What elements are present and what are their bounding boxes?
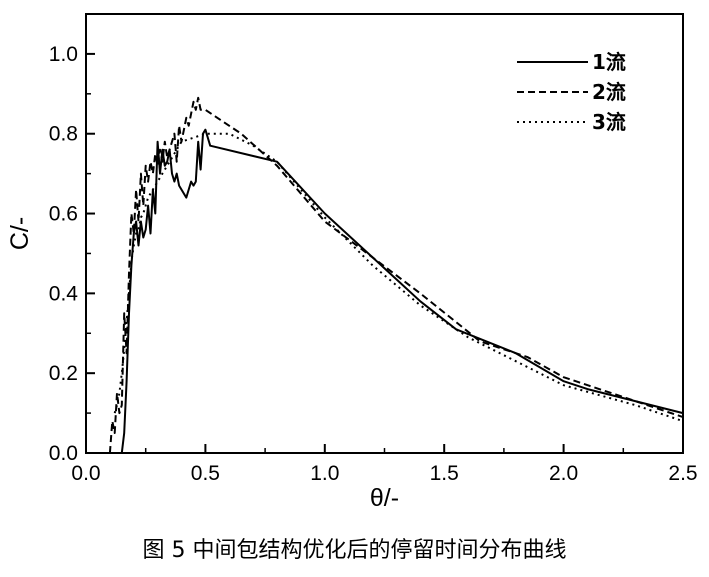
y-tick-label: 0.0 — [49, 442, 78, 465]
x-axis-title: θ/- — [370, 484, 399, 512]
y-tick-label: 0.4 — [49, 282, 79, 305]
series-line-3 — [113, 132, 684, 423]
x-tick-label: 0.5 — [191, 462, 220, 485]
residence-time-chart: 0.0 0.5 1.0 1.5 2.0 2.5 0.0 0.2 0.4 0.6 0.8 1.0 θ/-… — [6, 13, 698, 512]
series-line-1 — [120, 128, 684, 454]
y-tick-label: 0.8 — [49, 123, 78, 146]
plot-lines — [108, 96, 684, 454]
legend-label-2: 2流 — [592, 80, 626, 104]
figure-caption: 图 5 中间包结构优化后的停留时间分布曲线 — [142, 538, 567, 563]
axis-ticks — [85, 52, 684, 454]
x-tick-label: 1.5 — [430, 462, 459, 485]
x-tick-label: 2.5 — [668, 462, 697, 485]
y-tick-label: 1.0 — [49, 43, 78, 66]
series-line-2 — [108, 96, 684, 454]
y-tick-label: 0.6 — [49, 203, 78, 226]
y-tick-label: 0.2 — [49, 362, 78, 385]
x-tick-label: 1.0 — [310, 462, 339, 485]
legend-label-1: 1流 — [592, 50, 626, 74]
tick-labels: 0.0 0.5 1.0 1.5 2.0 2.5 0.0 0.2 0.4 0.6 0.8 1.0 — [49, 43, 698, 485]
legend: 1流 2流 3流 — [517, 50, 626, 134]
legend-label-3: 3流 — [592, 110, 626, 134]
x-tick-label: 2.0 — [549, 462, 578, 485]
x-tick-label: 0.0 — [71, 462, 100, 485]
y-axis-title: C/- — [6, 217, 34, 250]
